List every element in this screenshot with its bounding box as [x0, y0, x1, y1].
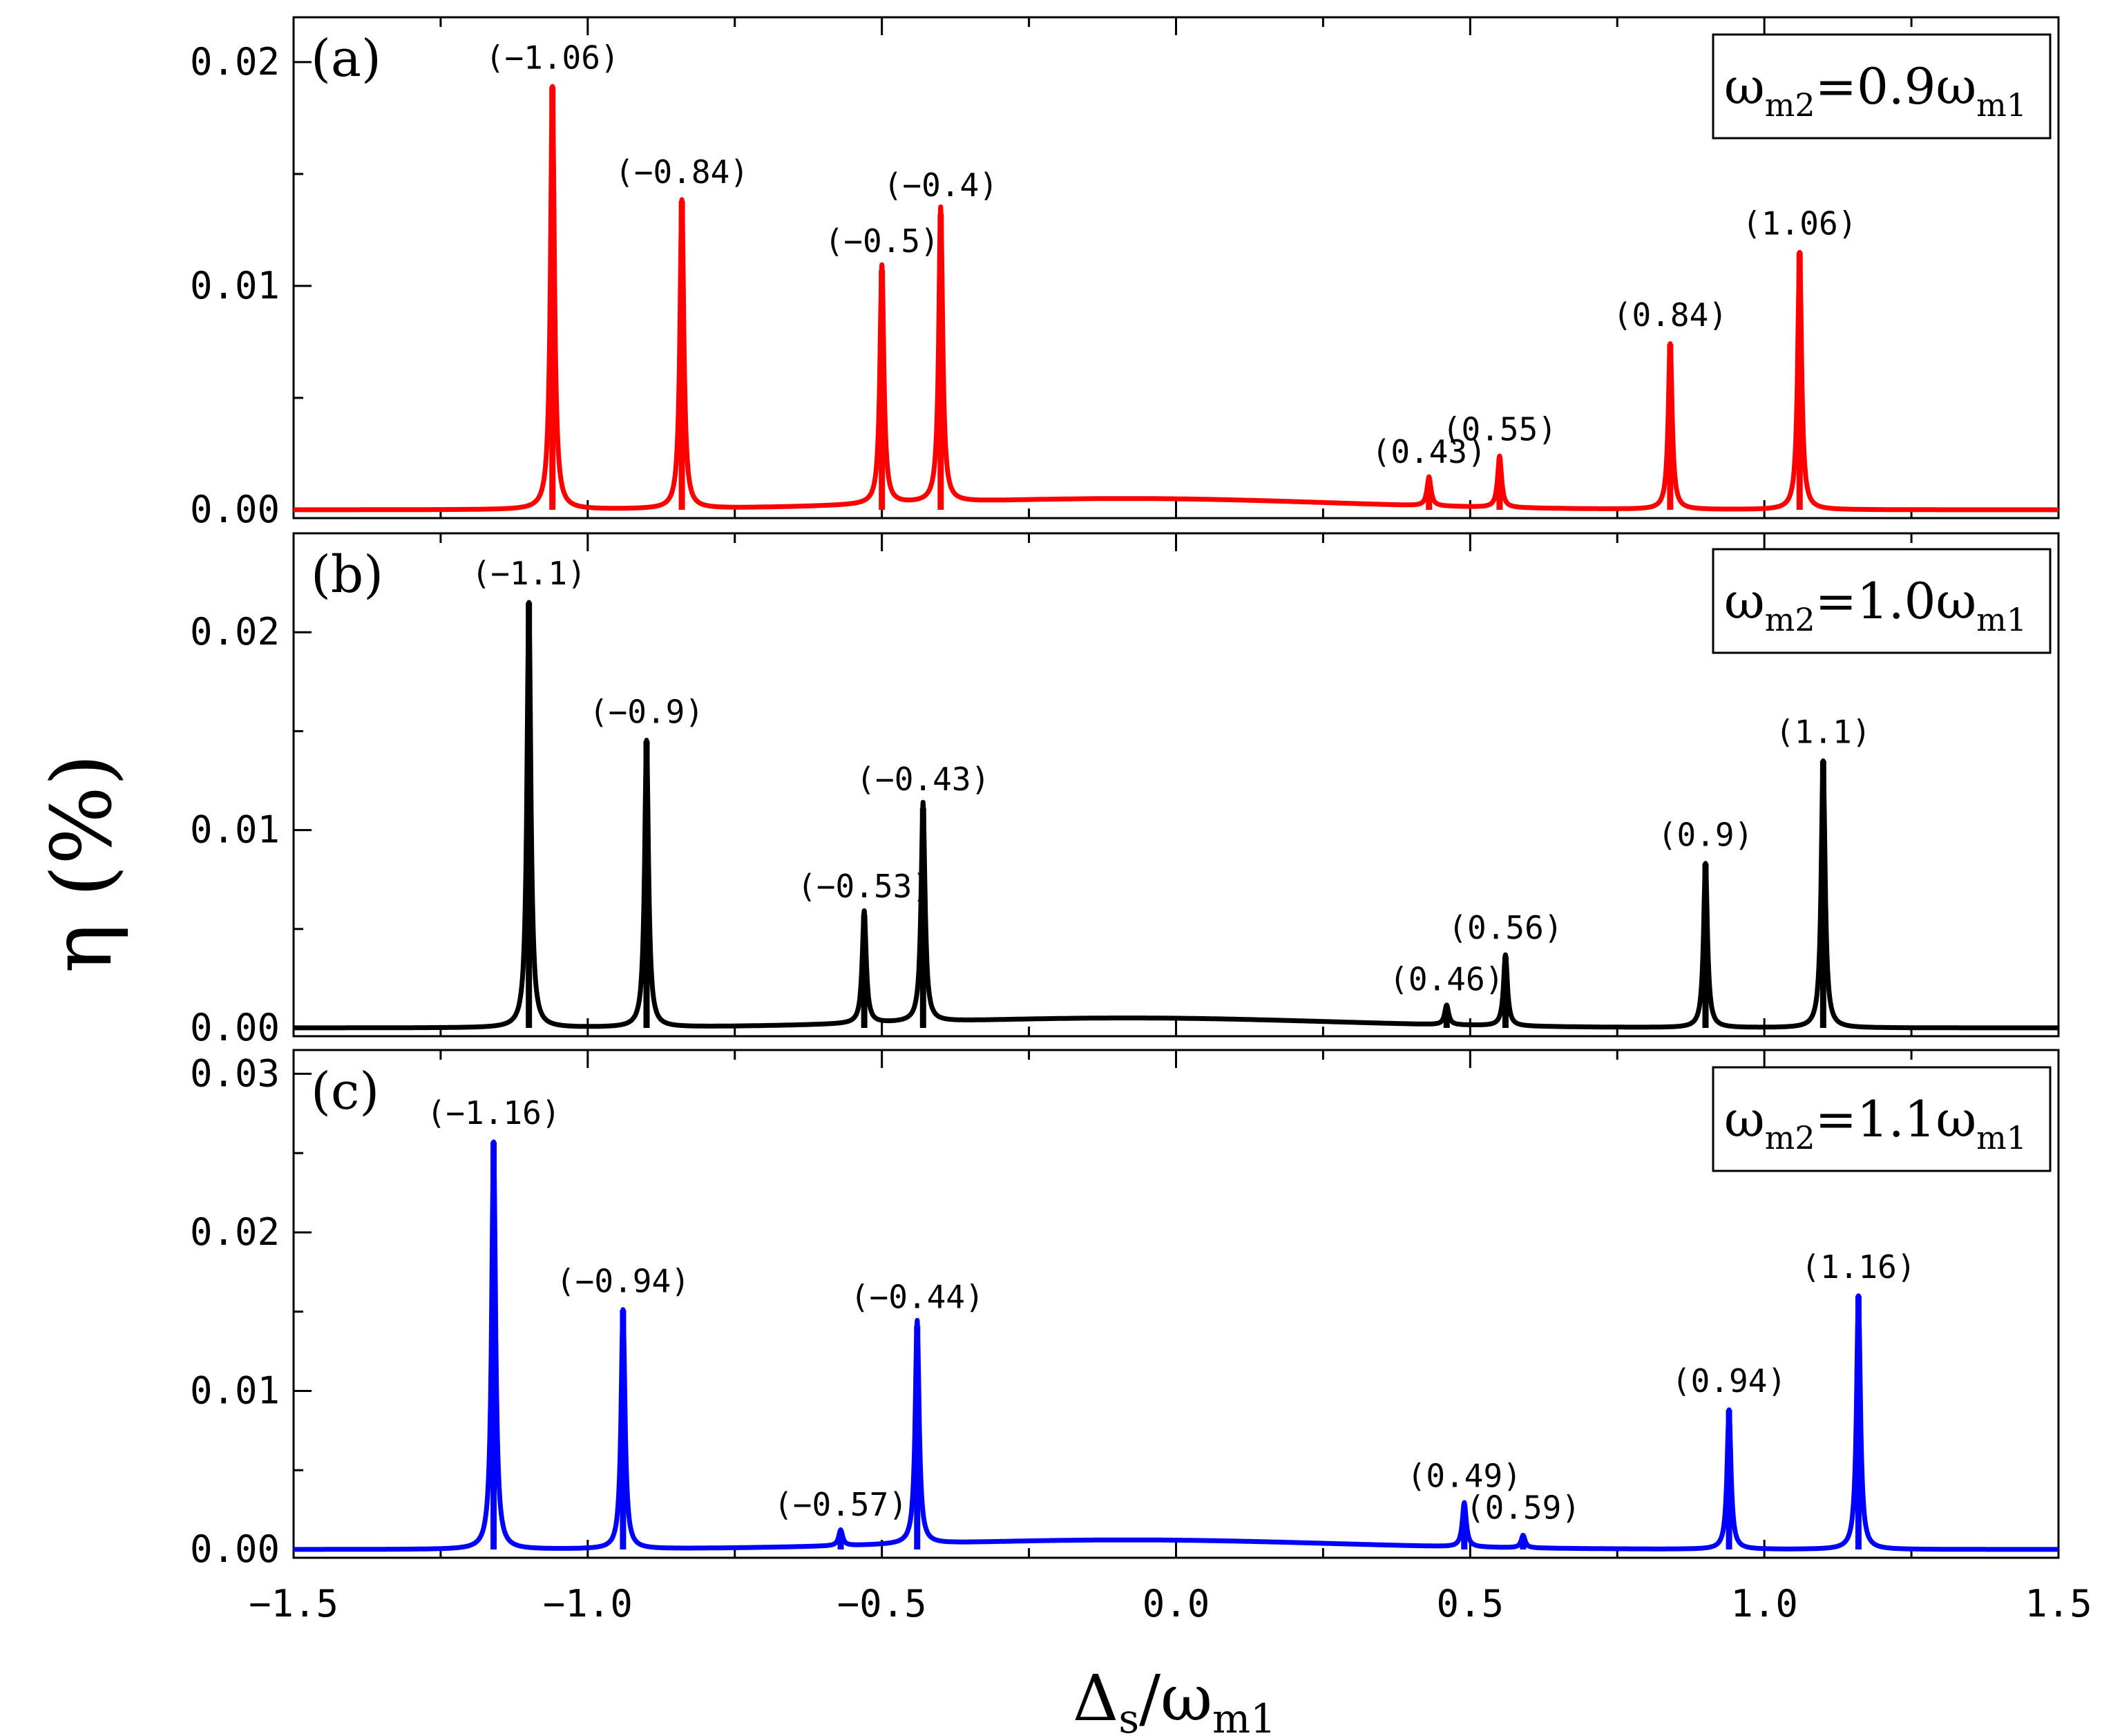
- peak-label: (−0.94): [556, 1262, 690, 1299]
- peak-label: (1.16): [1801, 1248, 1915, 1286]
- y-tick-label: 0.00: [190, 1527, 280, 1571]
- y-tick-label: 0.03: [190, 1051, 280, 1095]
- legend-mid: =0.9ω: [1815, 57, 1977, 115]
- panel-tag: (b): [311, 545, 383, 604]
- legend-pre: ω: [1724, 57, 1765, 115]
- peak-label: (−0.53): [797, 868, 931, 905]
- panel-b: 0.00 0.01 0.02 (−1.1) (−0.9) (−0.53) (−0.43) (0…: [190, 532, 2061, 1049]
- y-tick-label: 0.00: [190, 488, 280, 531]
- peak-label: (−0.84): [615, 153, 749, 191]
- peak-label: (0.46): [1389, 960, 1504, 998]
- legend-text: ωm2=1.1ωm1: [1724, 1090, 2027, 1156]
- legend-text: ωm2=1.0ωm1: [1724, 572, 2027, 638]
- peak-label: (−0.43): [856, 761, 990, 798]
- y-tick-label: 0.01: [190, 264, 280, 307]
- peak-label: (0.94): [1672, 1362, 1786, 1400]
- panel-tag: (a): [311, 29, 381, 88]
- x-axis-title: Δs/ωm1: [1073, 1661, 1276, 1736]
- panel-a: 0.00 0.01 0.02 (−1.06) (−0.84) (−0.5) (−0.4) (0…: [190, 16, 2061, 531]
- y-tick-label: 0.02: [190, 610, 280, 654]
- y-tick-label: 0.02: [190, 40, 280, 84]
- x-tick-label: 1.5: [2025, 1582, 2092, 1625]
- legend-box: [1712, 33, 2052, 140]
- legend-mid: =1.0ω: [1815, 572, 1977, 630]
- panel-tag: (c): [311, 1062, 379, 1121]
- peak-label: (−1.1): [472, 555, 586, 592]
- peak-label: (−1.06): [486, 39, 620, 76]
- peak-label: (0.49): [1407, 1458, 1522, 1495]
- x-axis-title-slash: /ω: [1139, 1661, 1212, 1735]
- peak-label: (1.1): [1775, 713, 1871, 750]
- series-line: [292, 1139, 2061, 1552]
- y-tick-label: 0.01: [190, 1368, 280, 1412]
- legend-sub1: m2: [1765, 1119, 1815, 1156]
- x-tick-label: −1.0: [543, 1582, 633, 1625]
- peak-label: (−0.4): [883, 166, 998, 204]
- panel-c: 0.00 0.01 0.02 0.03 (−1.16) (−0.94) (−0.57) (−0…: [190, 1049, 2061, 1571]
- peak-label: (0.9): [1658, 816, 1753, 853]
- x-tick-label: 0.5: [1437, 1582, 1504, 1625]
- x-axis-title-sub1: s: [1118, 1695, 1139, 1736]
- y-tick-label: 0.00: [190, 1006, 280, 1049]
- x-tick-label: −1.5: [249, 1582, 338, 1625]
- legend-sub1: m2: [1765, 601, 1815, 638]
- peak-label: (−1.16): [427, 1094, 561, 1132]
- legend-sub1: m2: [1765, 86, 1815, 124]
- x-tick-label: −0.5: [837, 1582, 927, 1625]
- legend-pre: ω: [1724, 1090, 1765, 1148]
- peak-label: (0.59): [1466, 1489, 1580, 1527]
- peak-label: (0.55): [1442, 410, 1557, 448]
- series-line: [292, 84, 2061, 513]
- y-tick-label: 0.01: [190, 808, 280, 852]
- peak-label: (0.84): [1613, 296, 1728, 334]
- legend-mid: =1.1ω: [1815, 1090, 1977, 1148]
- legend-sub2: m1: [1976, 601, 2027, 638]
- x-axis-title-main: Δ: [1073, 1661, 1118, 1735]
- legend-text: ωm2=0.9ωm1: [1724, 57, 2027, 124]
- legend-pre: ω: [1724, 572, 1765, 630]
- x-tick-label: 0.0: [1143, 1582, 1210, 1625]
- legend-box: [1712, 548, 2052, 654]
- x-axis-title-sub2: m1: [1212, 1695, 1276, 1736]
- legend-sub2: m1: [1976, 86, 2027, 124]
- peak-label: (0.43): [1372, 433, 1487, 470]
- x-tick-label: 1.0: [1730, 1582, 1798, 1625]
- peak-label: (0.56): [1448, 909, 1563, 946]
- peak-label: (1.06): [1742, 204, 1857, 242]
- y-tick-label: 0.02: [190, 1210, 280, 1254]
- peak-label: (−0.57): [774, 1486, 908, 1523]
- legend-sub2: m1: [1976, 1119, 2027, 1156]
- peak-label: (−0.44): [850, 1278, 984, 1315]
- peak-label: (−0.9): [589, 694, 704, 731]
- legend-box: [1712, 1066, 2052, 1172]
- series-line: [292, 600, 2061, 1031]
- peak-label: (−0.5): [825, 222, 939, 260]
- y-axis-title: η (%): [35, 754, 131, 973]
